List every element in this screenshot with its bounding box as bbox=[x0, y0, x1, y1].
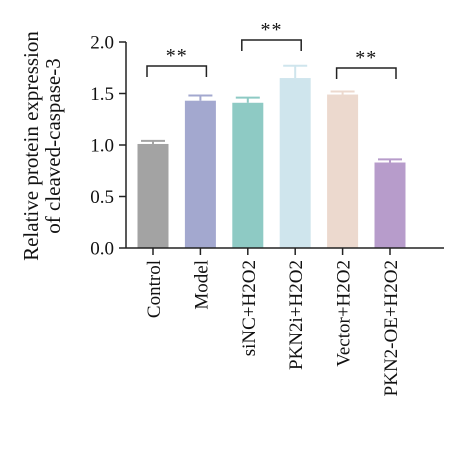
bar bbox=[279, 78, 311, 248]
x-tick-label: Vector+H2O2 bbox=[334, 260, 355, 367]
bars bbox=[137, 78, 406, 249]
bar bbox=[232, 102, 264, 249]
significance-label: ** bbox=[166, 45, 188, 67]
significance-bracket bbox=[241, 39, 302, 51]
y-axis: 0.0 0.5 1.0 1.5 2.0 bbox=[90, 33, 127, 260]
y-axis-title-line: Relative protein expression bbox=[19, 31, 43, 261]
bar bbox=[374, 162, 406, 248]
significance-label: ** bbox=[355, 47, 377, 69]
error-bars bbox=[141, 64, 402, 163]
significance-brackets: ** ** ** bbox=[146, 19, 397, 79]
y-tick-label: 0.0 bbox=[90, 239, 114, 260]
y-axis-title-line: of cleaved-caspase-3 bbox=[41, 58, 65, 233]
significance-label: ** bbox=[261, 19, 283, 41]
x-tick-label: PKN2-OE+H2O2 bbox=[381, 260, 402, 396]
bar bbox=[327, 94, 359, 248]
y-tick-label: 1.5 bbox=[90, 84, 114, 105]
significance-bracket bbox=[335, 67, 397, 79]
x-tick-label: siNC+H2O2 bbox=[239, 260, 260, 356]
bar bbox=[184, 100, 216, 249]
significance-bracket bbox=[146, 65, 208, 77]
bar bbox=[137, 143, 169, 248]
y-tick-label: 0.5 bbox=[90, 187, 114, 208]
x-tick-label: Model bbox=[191, 260, 212, 310]
x-axis: Control Model siNC+H2O2 PKN2i+H2O2 Vector+H2… bbox=[126, 247, 444, 396]
x-tick-label: Control bbox=[144, 260, 165, 318]
y-tick-label: 1.0 bbox=[90, 136, 114, 157]
x-tick-label: PKN2i+H2O2 bbox=[286, 260, 307, 370]
y-tick-label: 2.0 bbox=[90, 33, 114, 54]
